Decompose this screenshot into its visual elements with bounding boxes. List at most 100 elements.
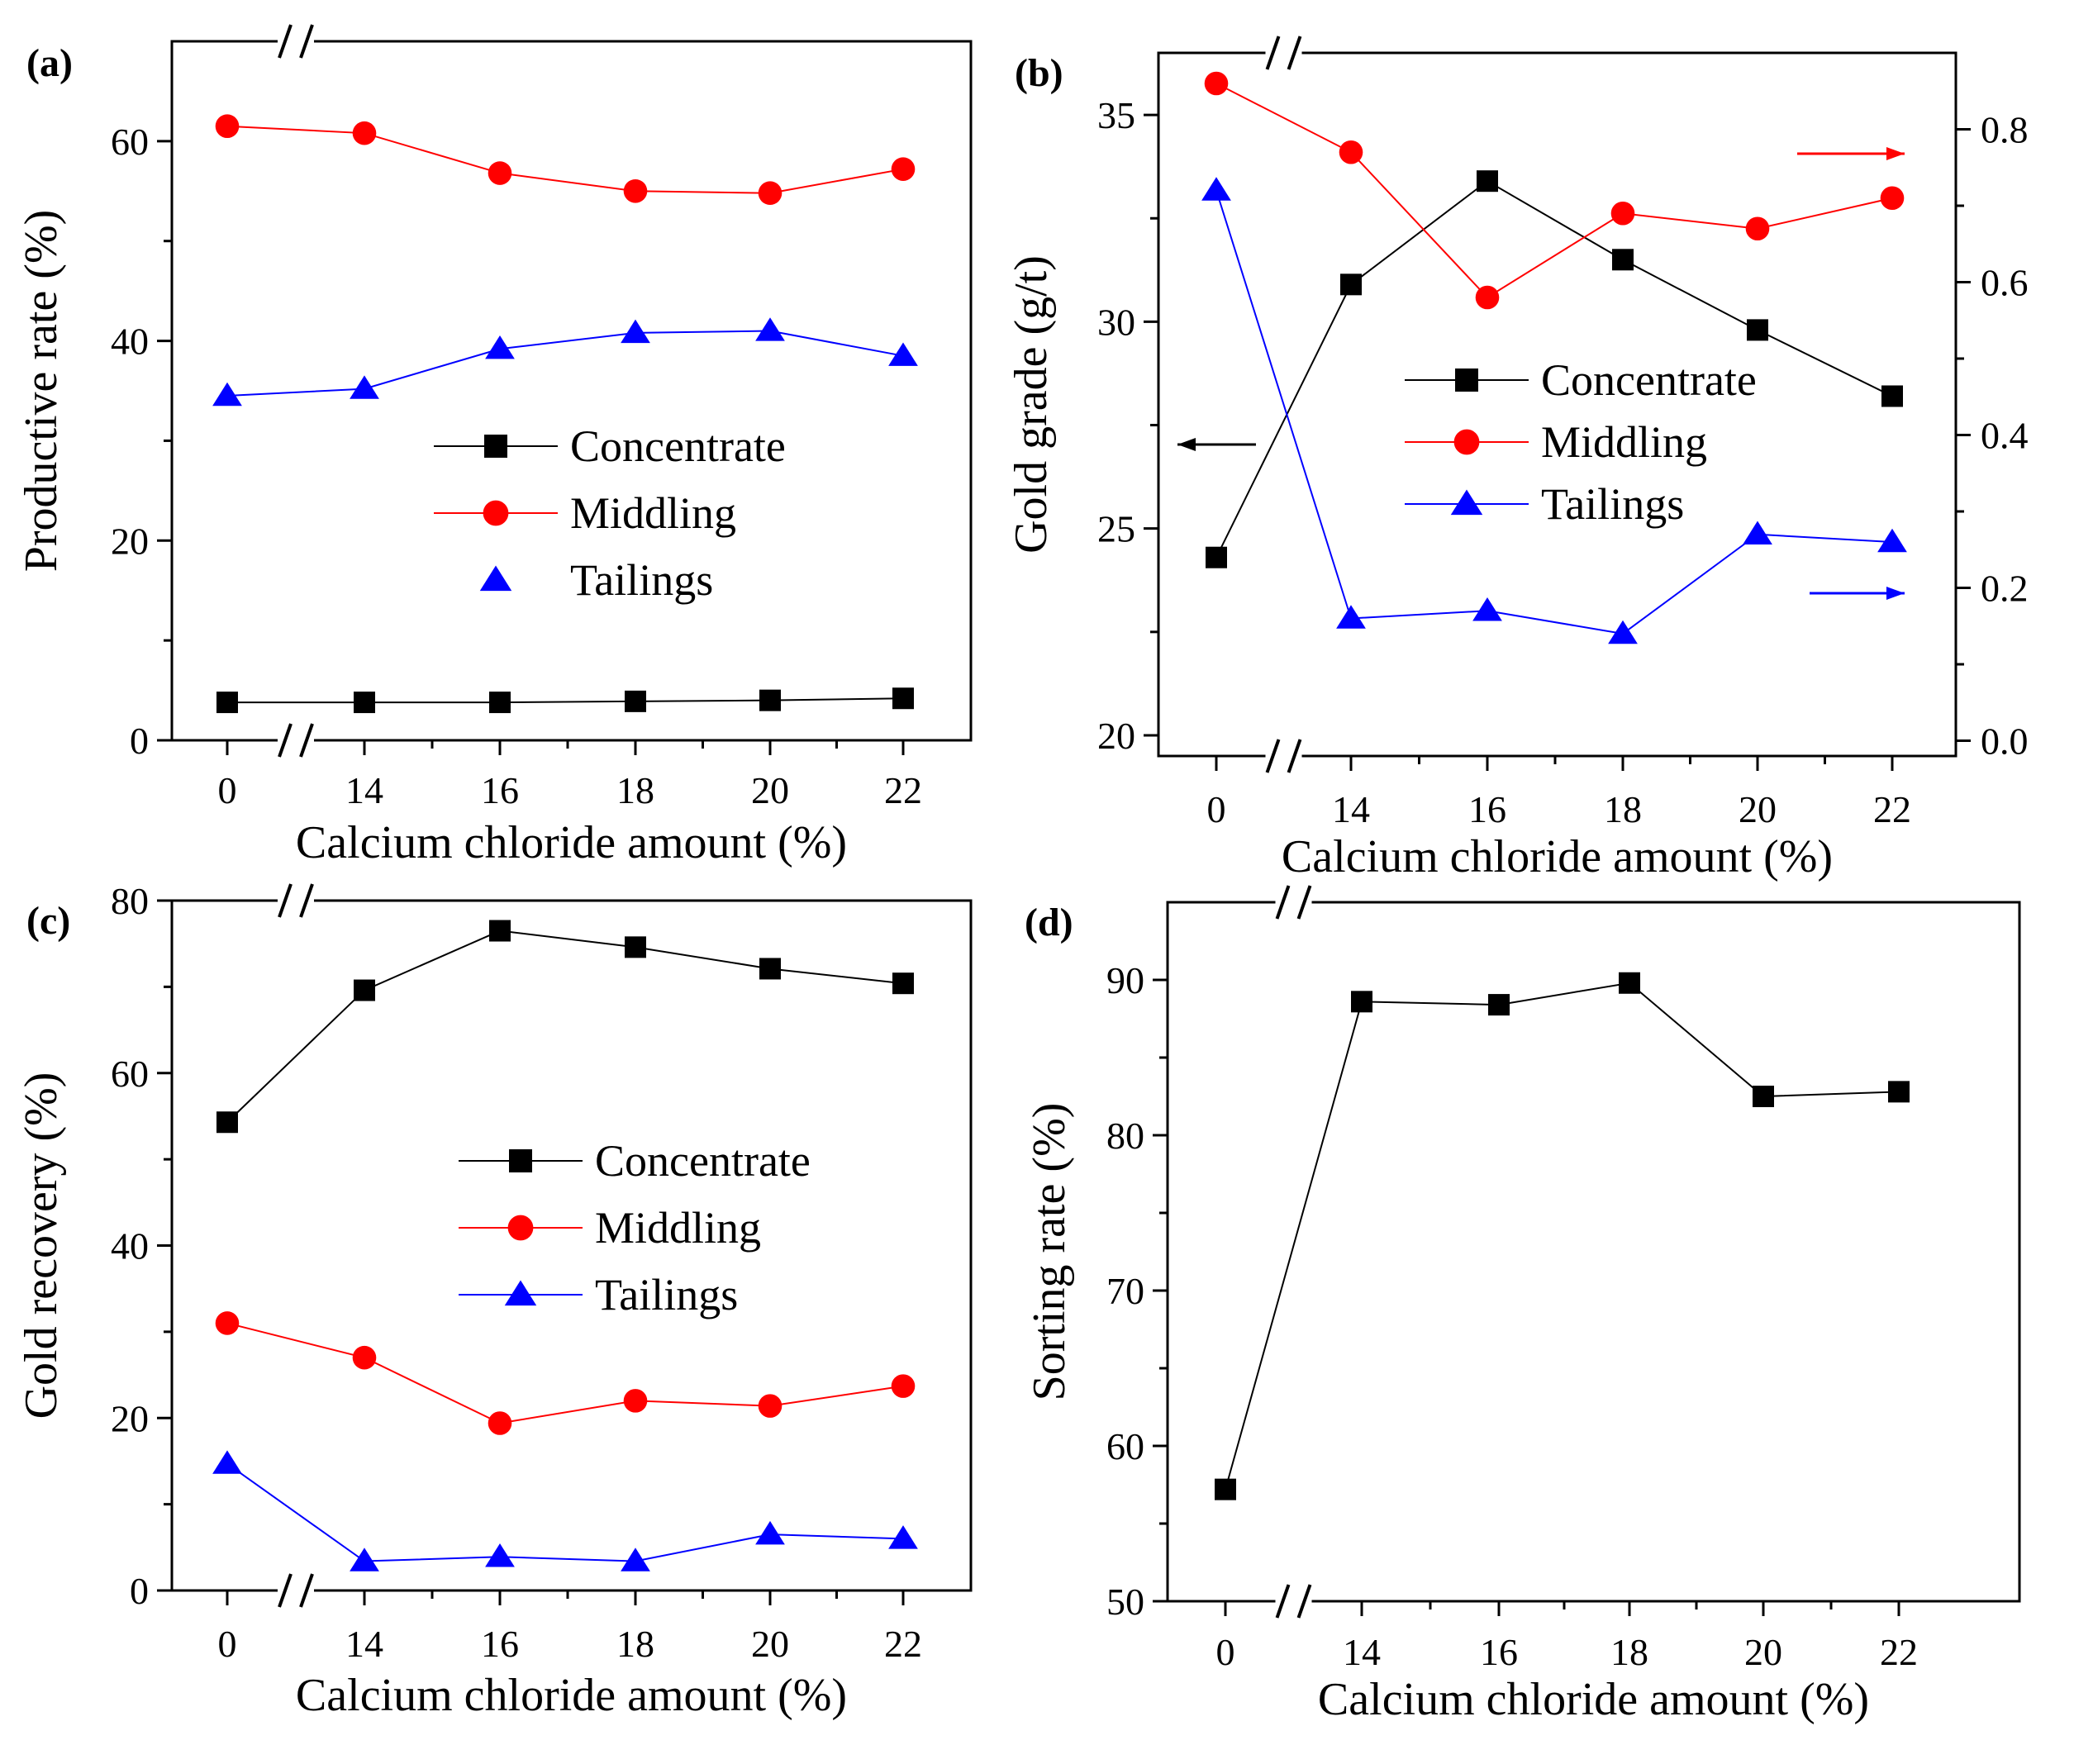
y2-tick-label: 0.6 (1981, 262, 2029, 304)
x-tick-label: 0 (218, 769, 237, 811)
data-point (215, 1311, 240, 1335)
data-point (489, 692, 511, 714)
y-tick-label: 80 (111, 880, 149, 922)
left-axis-arrow-head (1177, 438, 1196, 451)
y-tick-label: 20 (111, 520, 149, 562)
legend-item: Middling (459, 1203, 761, 1253)
y-tick-label: 30 (1097, 301, 1135, 343)
legend-item: Middling (434, 488, 736, 538)
series-line (1225, 982, 1900, 1490)
x-axis-title: Calcium chloride amount (%) (296, 1670, 847, 1721)
y-tick-label: 80 (1106, 1115, 1144, 1157)
panel-label: (b) (1015, 51, 1063, 95)
legend-label: Middling (595, 1203, 761, 1253)
panel-2: (b) 20 25 30 35 0.0 0.2 0.4 0.6 0.8 0 14 16 18 20 22 Gol… (1006, 36, 2029, 882)
data-point (759, 958, 781, 980)
legend-label: Middling (570, 488, 736, 538)
x-tick-label: 0 (1216, 1631, 1235, 1673)
y-tick-label: 60 (111, 1053, 149, 1095)
legend-label: Tailings (595, 1270, 738, 1319)
legend-item: Middling (1405, 417, 1707, 467)
legend-marker (1453, 429, 1480, 455)
legend-item: Concentrate (434, 421, 786, 471)
legend-item: Tailings (1405, 479, 1684, 529)
plot-frame (170, 40, 973, 742)
data-point (1608, 620, 1638, 644)
data-point (1340, 273, 1362, 296)
x-tick-label: 22 (1873, 788, 1911, 830)
data-point (755, 1520, 785, 1545)
y-tick-label: 90 (1106, 959, 1144, 1001)
legend-label: Middling (1541, 417, 1707, 467)
x-tick-label: 0 (1207, 788, 1226, 830)
data-point (212, 382, 242, 407)
data-point (759, 689, 781, 711)
axis-break-mark (299, 723, 314, 758)
data-point (354, 692, 375, 714)
series-line (226, 1462, 904, 1562)
data-point (891, 1374, 916, 1398)
data-point (621, 1548, 650, 1571)
panel-4: (d) 50 60 70 80 90 0 14 16 18 20 22 Sorting rate (%)… (1024, 885, 2021, 1725)
y-axis-title: Gold recovery (%) (16, 1072, 67, 1419)
y-axis-title: Productive rate (%) (16, 210, 67, 572)
data-point (215, 114, 240, 139)
plot-frame (1166, 901, 2021, 1603)
data-point (891, 157, 916, 181)
series-line (226, 930, 904, 1123)
x-tick-label: 14 (345, 769, 383, 811)
data-point (623, 178, 648, 203)
x-tick-label: 18 (616, 769, 654, 811)
x-tick-label: 16 (1468, 788, 1506, 830)
axis-break-mark (1275, 885, 1291, 920)
series-concentrate (216, 920, 914, 1134)
data-point (485, 1543, 515, 1567)
data-point (488, 161, 512, 185)
legend-marker (1455, 368, 1478, 392)
plot-frame (1157, 51, 1957, 758)
data-point (1201, 177, 1231, 201)
data-point (350, 375, 379, 399)
axis-break-mark (1265, 36, 1281, 70)
series-line (226, 330, 904, 397)
series-tailings (212, 317, 918, 407)
x-tick-label: 14 (1332, 788, 1370, 830)
x-tick-label: 14 (345, 1623, 383, 1665)
legend-label: Concentrate (595, 1136, 811, 1186)
data-point (1743, 521, 1772, 544)
data-point (1475, 285, 1500, 310)
y2-tick-label: 0.4 (1981, 415, 2029, 457)
x-tick-label: 18 (616, 1623, 654, 1665)
data-point (1215, 1478, 1236, 1500)
series-tailings (212, 1450, 918, 1571)
y-tick-label: 40 (111, 1225, 149, 1267)
legend-item: Concentrate (1405, 355, 1757, 405)
x-tick-label: 22 (884, 769, 922, 811)
y-axis-title: Gold grade (g/t) (1006, 255, 1057, 554)
data-point (755, 317, 785, 341)
y-tick-label: 35 (1097, 94, 1135, 136)
y2-tick-label: 0.0 (1981, 720, 2029, 763)
axis-break-mark (299, 24, 314, 59)
legend-item: Tailings (479, 555, 713, 605)
panel-label: (d) (1025, 901, 1073, 944)
series-line (1215, 179, 1893, 559)
right-axis-arrow-tailings-head (1886, 587, 1905, 600)
x-tick-label: 18 (1604, 788, 1642, 830)
x-axis-title: Calcium chloride amount (%) (1318, 1674, 1869, 1725)
x-tick-label: 16 (481, 769, 519, 811)
data-point (888, 342, 918, 366)
x-tick-label: 20 (751, 1623, 789, 1665)
data-point (888, 1525, 918, 1549)
legend: Concentrate Middling Tailings (459, 1136, 811, 1319)
axis-break-mark (1287, 36, 1302, 70)
axis-break-mark (278, 723, 293, 758)
x-axis-title: Calcium chloride amount (%) (1282, 831, 1833, 882)
data-point (1619, 972, 1640, 994)
axis-break-mark (299, 1573, 314, 1608)
y-tick-label: 0 (130, 1570, 149, 1612)
data-point (1339, 140, 1363, 164)
legend-label: Tailings (570, 555, 713, 605)
right-axis-arrow-middling-head (1886, 147, 1905, 160)
